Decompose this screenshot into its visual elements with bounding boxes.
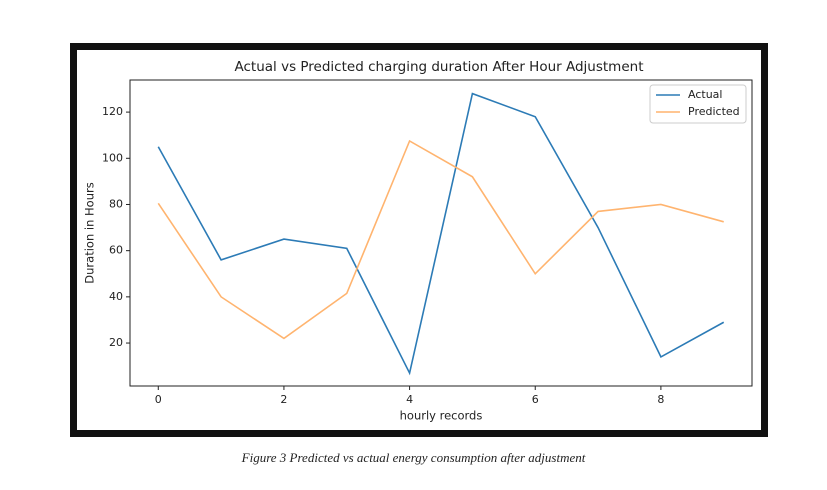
y-tick-label: 20: [109, 336, 123, 349]
y-axis-label: Duration in Hours: [83, 182, 97, 283]
x-tick-label: 8: [657, 393, 664, 406]
x-tick-label: 4: [406, 393, 413, 406]
x-tick-label: 2: [280, 393, 287, 406]
chart: Actual vs Predicted charging duration Af…: [77, 50, 761, 430]
data-line: [157, 92, 725, 376]
x-tick-label: 6: [532, 393, 539, 406]
legend-label: Predicted: [688, 105, 740, 118]
x-tick-label: 0: [155, 393, 162, 406]
y-tick-label: 60: [109, 244, 123, 257]
figure-frame: Actual vs Predicted charging duration Af…: [70, 43, 768, 437]
legend-label: Actual: [688, 88, 722, 101]
data-line: [157, 139, 724, 340]
y-tick-label: 100: [102, 151, 123, 164]
y-tick-label: 80: [109, 197, 123, 210]
x-axis-label: hourly records: [400, 409, 483, 423]
chart-title: Actual vs Predicted charging duration Af…: [235, 59, 644, 75]
y-tick-label: 40: [109, 290, 123, 303]
figure-caption: Figure 3 Predicted vs actual energy cons…: [241, 450, 586, 465]
plot-frame: [129, 79, 753, 387]
y-tick-label: 120: [102, 105, 123, 118]
